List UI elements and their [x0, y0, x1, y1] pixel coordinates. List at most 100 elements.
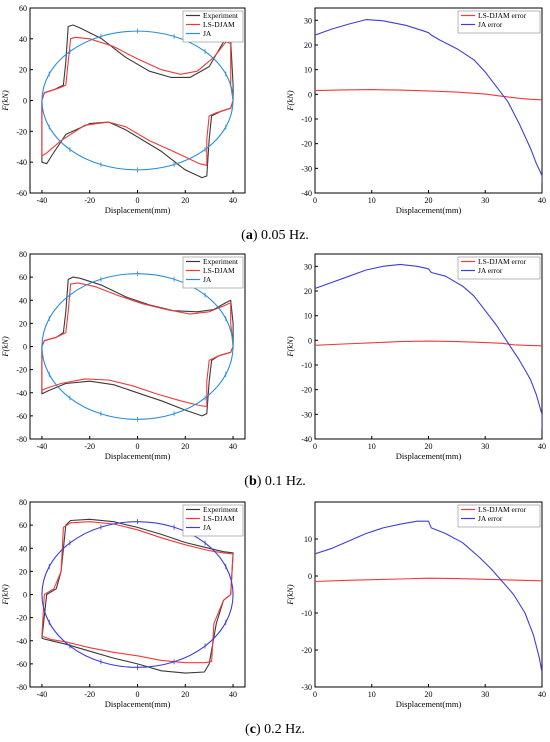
y-tick-label: 0 [23, 97, 27, 106]
y-tick-label: 40 [19, 35, 27, 44]
y-tick-label: 0 [23, 343, 27, 352]
y-tick-label: 30 [304, 16, 312, 25]
legend-entry: Experiment [203, 257, 239, 266]
legend-entry: JA [203, 275, 212, 284]
y-tick-label: 20 [304, 287, 312, 296]
legend-entry: LS-DJAM [203, 514, 235, 523]
x-tick-label: 10 [368, 690, 376, 699]
x-axis-label: Displacement(mm) [396, 205, 462, 215]
y-tick-label: -30 [301, 683, 312, 692]
y-tick-label: 10 [304, 312, 312, 321]
chart-a-hyst: -40 -20 0 20 40 -60 -40 -20 0 20 40 60 Displacement(… [0, 4, 246, 215]
x-tick-label: 0 [313, 442, 317, 451]
y-tick-label: -30 [301, 164, 312, 173]
y-tick-label: -10 [301, 609, 312, 618]
y-tick-label: -20 [16, 366, 27, 375]
y-tick-label: 80 [19, 498, 27, 507]
x-axis-label: Displacement(mm) [105, 205, 171, 215]
y-tick-label: 0 [23, 591, 27, 600]
legend-entry: JA [203, 523, 212, 532]
chart-c-hyst: -40 -20 0 20 40 -80 -60 -40 -20 0 20 40 60 80 Displace… [0, 498, 246, 709]
y-axis-label: F(kN) [0, 90, 10, 111]
x-tick-label: 0 [313, 196, 317, 205]
legend-entry: LS-DJAM error [478, 505, 527, 514]
chart-a-err: 0 10 20 30 40 -40 -30 -20 -10 0 10 20 30 Displacement… [285, 7, 546, 215]
caption-c: (c) 0.2 Hz. [245, 722, 305, 737]
y-tick-label: 20 [304, 41, 312, 50]
y-tick-label: -40 [16, 637, 27, 646]
legend-entry: Experiment [203, 11, 239, 20]
series-line-ja-error [315, 520, 542, 673]
x-tick-label: 20 [425, 442, 433, 451]
x-tick-label: 0 [136, 196, 140, 205]
x-tick-label: 40 [229, 196, 237, 205]
x-tick-label: 0 [313, 690, 317, 699]
y-tick-label: 20 [19, 567, 27, 576]
y-tick-label: 40 [19, 296, 27, 305]
legend-entry: LS-DJAM [203, 20, 235, 29]
legend-box [457, 10, 541, 34]
x-axis-label: Displacement(mm) [105, 451, 171, 461]
x-tick-label: 20 [181, 196, 189, 205]
legend-entry: LS-DJAM error [478, 11, 527, 20]
x-tick-label: 20 [181, 690, 189, 699]
y-tick-label: 20 [19, 66, 27, 75]
y-tick-label: -20 [301, 386, 312, 395]
y-tick-label: 40 [19, 544, 27, 553]
y-tick-label: -10 [301, 115, 312, 124]
y-tick-label: 60 [19, 521, 27, 530]
y-tick-label: 60 [19, 273, 27, 282]
series-line-ls-djam [41, 282, 234, 408]
y-axis-label: F(kN) [285, 90, 295, 111]
x-tick-label: -20 [84, 442, 95, 451]
y-tick-label: -40 [301, 189, 312, 198]
series-line-experiment [41, 518, 234, 674]
series-line-ls-djam-error [315, 340, 542, 347]
caption-b: (b) 0.1 Hz. [244, 474, 306, 489]
y-tick-label: -60 [16, 412, 27, 421]
x-tick-label: 20 [425, 690, 433, 699]
y-axis-label: F(kN) [0, 584, 10, 605]
legend-entry: JA [203, 29, 212, 38]
y-tick-label: -20 [16, 127, 27, 136]
legend-entry: LS-DJAM error [478, 257, 527, 266]
x-tick-label: -40 [37, 690, 48, 699]
y-tick-label: 0 [308, 572, 312, 581]
series-line-ls-djam-error [315, 89, 542, 101]
x-tick-label: 40 [229, 442, 237, 451]
chart-b-hyst: -40 -20 0 20 40 -80 -60 -40 -20 0 20 40 60 80 Displace… [0, 250, 246, 461]
plot-frame [314, 7, 543, 194]
y-tick-label: -20 [301, 646, 312, 655]
legend-entry: LS-DJAM [203, 266, 235, 275]
series-line-ls-djam [41, 521, 234, 664]
legend-box [457, 504, 541, 528]
x-tick-label: -20 [84, 196, 95, 205]
y-tick-label: 80 [19, 250, 27, 259]
chart-c-err: 0 10 20 30 40 -30 -20 -10 0 10 Displacement(mm) F(k… [285, 501, 546, 709]
legend-entry: JA error [478, 20, 503, 29]
x-tick-label: 10 [368, 442, 376, 451]
series-line-ls-djam [41, 36, 234, 166]
legend-entry: Experiment [203, 505, 239, 514]
y-tick-label: -80 [16, 435, 27, 444]
series-ja-ellipse [41, 30, 234, 171]
y-tick-label: -40 [301, 435, 312, 444]
y-tick-label: 20 [19, 319, 27, 328]
legend-box [182, 504, 244, 537]
y-tick-label: -80 [16, 683, 27, 692]
x-axis-label: Displacement(mm) [396, 699, 462, 709]
y-tick-label: 60 [19, 4, 27, 13]
legend-box [182, 256, 244, 289]
y-tick-label: -30 [301, 410, 312, 419]
x-tick-label: 30 [481, 690, 489, 699]
x-tick-label: -40 [37, 196, 48, 205]
y-tick-label: -20 [16, 614, 27, 623]
x-tick-label: 40 [229, 690, 237, 699]
x-tick-label: 0 [136, 690, 140, 699]
x-tick-label: 20 [425, 196, 433, 205]
x-axis-label: Displacement(mm) [396, 451, 462, 461]
